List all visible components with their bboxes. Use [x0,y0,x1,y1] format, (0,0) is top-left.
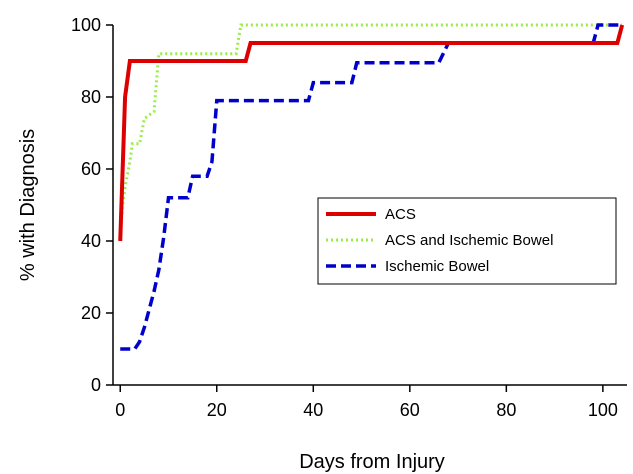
x-tick-label: 80 [496,400,516,420]
axes [106,24,627,392]
legend-label: Ischemic Bowel [385,258,489,275]
x-tick-label: 20 [207,400,227,420]
x-tick-label: 100 [588,400,618,420]
series-line-acs [118,24,625,242]
y-tick-label: 60 [81,159,101,179]
y-tick-label: 40 [81,231,101,251]
series-line-acs-and-ischemic-bowel [118,23,623,234]
legend-label: ACS [385,206,416,223]
x-tick-label: 60 [400,400,420,420]
legend-label: ACS and Ischemic Bowel [385,232,553,249]
legend: ACS ACS and Ischemic Bowel Ischemic Bowel [317,197,617,285]
series-line-ischemic-bowel [120,23,623,351]
y-tick-label: 0 [91,375,101,395]
tick-labels: 0 20 40 60 80 100 0 20 40 60 80 100 [71,15,618,420]
x-tick-label: 40 [303,400,323,420]
y-tick-label: 20 [81,303,101,323]
x-axis-label: Days from Injury [299,451,445,473]
x-tick-label: 0 [115,400,125,420]
y-tick-label: 100 [71,15,101,35]
y-axis-label: % with Diagnosis [17,129,39,281]
y-tick-label: 80 [81,87,101,107]
series-lines [118,23,625,351]
